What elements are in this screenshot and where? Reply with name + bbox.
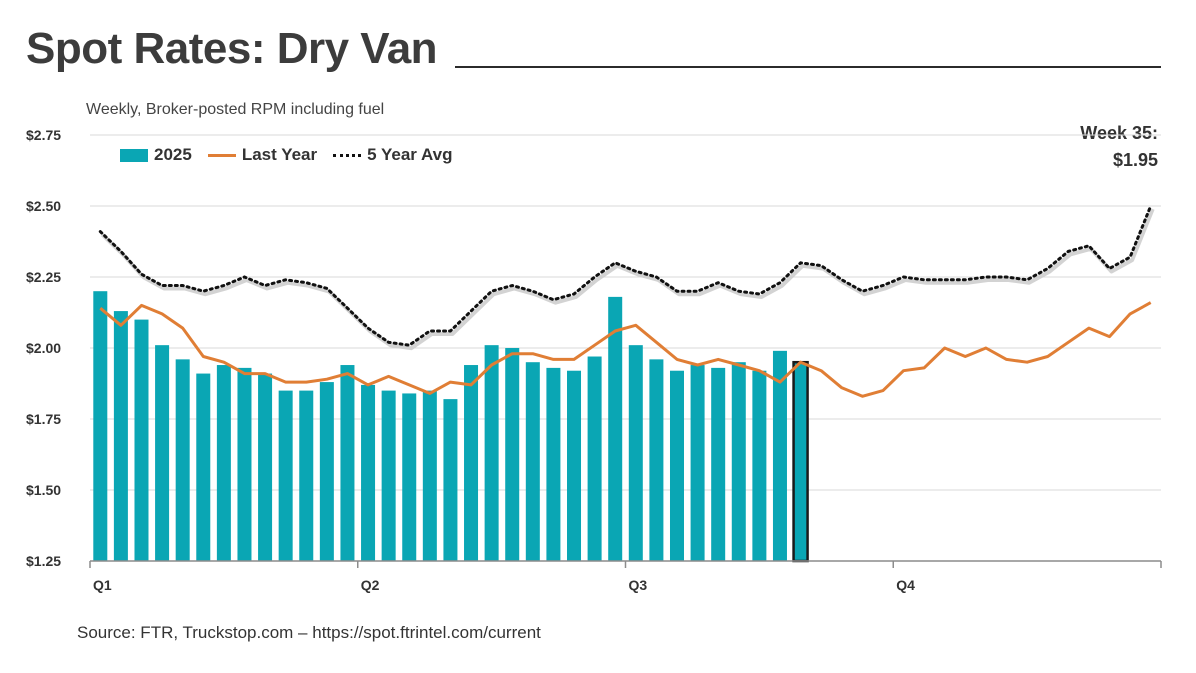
chart-subtitle: Weekly, Broker-posted RPM including fuel — [86, 101, 385, 118]
week-callout: Week 35: $1.95 — [1080, 120, 1158, 174]
bar — [196, 373, 211, 561]
y-tick-label: $1.75 — [26, 411, 61, 427]
x-tick-label: Q2 — [361, 577, 380, 593]
bar — [546, 367, 561, 561]
bar — [731, 362, 746, 561]
legend-swatch-bar — [120, 148, 148, 162]
legend: 2025 Last Year 5 Year Avg — [120, 143, 469, 167]
legend-swatch-line — [207, 153, 236, 157]
legend-item-last-year: Last Year — [207, 145, 318, 165]
bar — [649, 359, 664, 561]
legend-item-5-year-avg: 5 Year Avg — [333, 145, 453, 165]
y-tick-label: $1.25 — [26, 553, 61, 569]
legend-label-last-year: Last Year — [241, 145, 318, 164]
x-tick-label: Q4 — [896, 577, 915, 593]
bar — [484, 345, 499, 561]
y-tick-label: $2.50 — [26, 198, 61, 214]
last-year-line — [99, 301, 1152, 398]
y-tick-label: $2.75 — [26, 127, 61, 143]
bar — [402, 393, 417, 561]
bar — [752, 370, 767, 561]
bar — [340, 365, 355, 561]
legend-label-2025: 2025 — [154, 145, 192, 164]
callout-week: Week 35: — [1080, 123, 1158, 143]
y-tick-label: $2.00 — [26, 340, 61, 356]
y-tick-label: $1.50 — [26, 482, 61, 498]
bar-highlight — [792, 360, 809, 563]
source-note: Source: FTR, Truckstop.com – https://spo… — [77, 623, 541, 642]
bar — [628, 345, 643, 561]
bar — [587, 356, 602, 561]
chart-title: Spot Rates: Dry Van — [26, 24, 438, 73]
y-tick-label: $2.25 — [26, 269, 61, 285]
x-tick-label: Q3 — [629, 577, 648, 593]
bar — [772, 350, 787, 561]
bar — [155, 345, 170, 561]
bar — [175, 359, 190, 561]
bar — [258, 373, 273, 561]
five-year-avg-shadow — [100, 208, 1155, 351]
bar — [113, 311, 128, 561]
bar — [669, 370, 684, 561]
bar — [422, 390, 437, 561]
bar — [464, 365, 479, 561]
bar — [443, 399, 458, 561]
bar — [525, 362, 540, 561]
bar — [319, 382, 334, 561]
bar — [381, 390, 396, 561]
bar — [299, 390, 314, 561]
x-tick-label: Q1 — [93, 577, 112, 593]
bar — [237, 367, 252, 561]
bar — [608, 296, 623, 561]
bar — [505, 348, 520, 561]
bar — [278, 390, 293, 561]
legend-swatch-dotted — [333, 153, 362, 157]
bar — [134, 319, 149, 561]
title-rule — [455, 66, 1161, 68]
bar — [361, 384, 376, 561]
bar — [216, 365, 231, 561]
five-year-avg-line — [98, 204, 1153, 347]
legend-item-2025: 2025 — [120, 145, 192, 165]
callout-value: $1.95 — [1112, 150, 1158, 170]
legend-label-5-year-avg: 5 Year Avg — [367, 145, 453, 164]
bar — [93, 291, 108, 561]
bar — [711, 367, 726, 561]
bar — [567, 370, 582, 561]
bar — [690, 365, 705, 561]
